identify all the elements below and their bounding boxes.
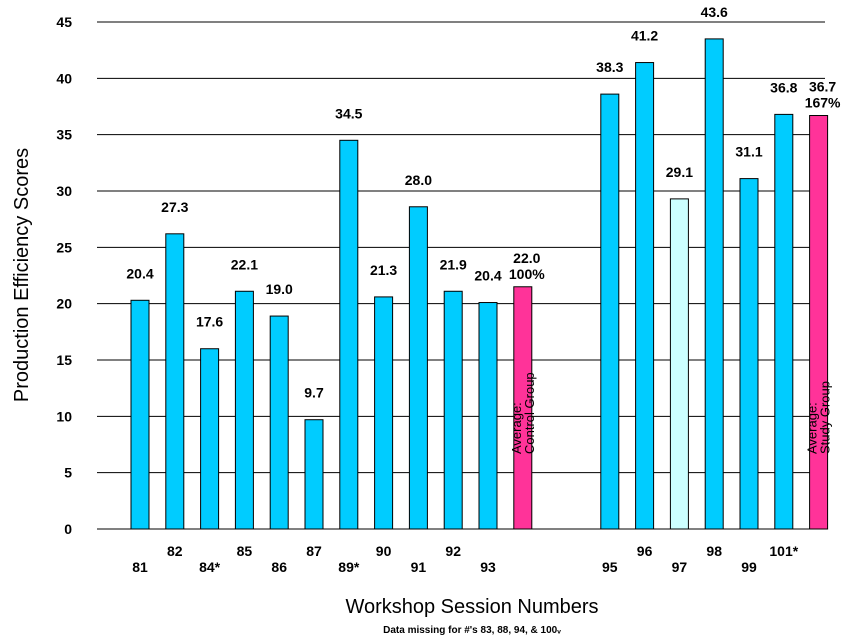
y-tick-label: 25 bbox=[56, 239, 72, 255]
data-label-percent: 167% bbox=[805, 95, 841, 111]
x-tick-label: 90 bbox=[376, 543, 392, 559]
x-tick-label: 99 bbox=[741, 559, 757, 575]
data-label: 31.1 bbox=[735, 144, 762, 160]
average-bar-label-line: Control Group bbox=[522, 372, 537, 454]
bar bbox=[269, 315, 289, 530]
data-label: 22.1 bbox=[231, 256, 258, 272]
y-tick-label: 35 bbox=[56, 127, 72, 143]
x-tick-label: 85 bbox=[237, 543, 253, 559]
bar bbox=[774, 113, 794, 530]
bar bbox=[165, 233, 185, 530]
x-tick-label: 84* bbox=[199, 559, 221, 575]
value-labels: 20.4 27.3 17.6 22.1 19.0 9.7 34.5 21.3 28.0 21.9 2… bbox=[126, 4, 841, 454]
y-tick-label: 15 bbox=[56, 352, 72, 368]
data-label: 21.9 bbox=[440, 256, 467, 272]
bar bbox=[669, 198, 689, 530]
data-label: 19.0 bbox=[266, 281, 293, 297]
bar bbox=[130, 299, 150, 530]
average-bar-label-line: Average: bbox=[805, 402, 820, 454]
x-axis-title: Workshop Session Numbers bbox=[345, 596, 598, 618]
bar bbox=[408, 206, 428, 530]
x-tick-label: 89* bbox=[338, 559, 360, 575]
x-tick-label: 81 bbox=[132, 559, 148, 575]
bar bbox=[374, 296, 394, 530]
x-tick-label: 91 bbox=[411, 559, 427, 575]
data-label: 41.2 bbox=[631, 28, 658, 44]
data-label: 38.3 bbox=[596, 59, 623, 75]
bar bbox=[739, 178, 759, 530]
bar bbox=[635, 62, 655, 530]
data-label: 27.3 bbox=[161, 199, 188, 215]
data-label: 43.6 bbox=[701, 4, 728, 20]
data-label: 36.7 bbox=[809, 79, 836, 95]
y-tick-label: 0 bbox=[64, 521, 72, 537]
data-label: 34.5 bbox=[335, 105, 362, 121]
x-tick-label: 92 bbox=[445, 543, 461, 559]
y-tick-label: 20 bbox=[56, 296, 72, 312]
y-tick-label: 30 bbox=[56, 183, 72, 199]
y-tick-label: 10 bbox=[56, 408, 72, 424]
footnote: Data missing for #'s 83, 88, 94, & 100ᵥ bbox=[383, 625, 561, 636]
bar bbox=[234, 290, 254, 530]
data-label: 20.4 bbox=[474, 268, 501, 284]
bars bbox=[130, 38, 829, 530]
data-label: 22.0 bbox=[513, 250, 540, 266]
average-bar-label: Average:Study Group bbox=[805, 381, 833, 454]
y-tick-label: 40 bbox=[56, 70, 72, 86]
average-bar-label-line: Average: bbox=[509, 402, 524, 454]
data-label: 17.6 bbox=[196, 314, 223, 330]
x-tick-label: 82 bbox=[167, 543, 183, 559]
x-tick-label: 96 bbox=[637, 543, 653, 559]
bar bbox=[339, 139, 359, 530]
x-tick-label: 97 bbox=[672, 559, 688, 575]
data-label: 29.1 bbox=[666, 164, 693, 180]
bar bbox=[304, 419, 324, 530]
average-bar bbox=[809, 115, 829, 530]
data-label: 21.3 bbox=[370, 262, 397, 278]
x-tick-label: 101* bbox=[769, 543, 798, 559]
y-axis-ticks: 0 5 10 15 20 25 30 35 40 45 bbox=[56, 14, 72, 537]
bar bbox=[704, 38, 724, 530]
x-tick-label: 95 bbox=[602, 559, 618, 575]
data-label: 36.8 bbox=[770, 79, 797, 95]
average-bar-label: Average:Control Group bbox=[509, 372, 537, 454]
bar bbox=[200, 348, 220, 530]
x-tick-label: 86 bbox=[271, 559, 287, 575]
y-tick-label: 45 bbox=[56, 14, 72, 30]
data-label: 28.0 bbox=[405, 172, 432, 188]
y-axis-title: Production Efficiency Scores bbox=[11, 148, 33, 402]
x-tick-label: 87 bbox=[306, 543, 322, 559]
x-axis-ticks: 81 82 84* 85 86 87 89* 90 91 92 93 95 96 97 98 99 101* bbox=[132, 543, 799, 575]
data-label: 20.4 bbox=[126, 265, 153, 281]
bar bbox=[478, 302, 498, 530]
bar bbox=[600, 93, 620, 530]
bar bbox=[443, 290, 463, 530]
average-bar-label-line: Study Group bbox=[818, 381, 833, 454]
x-tick-label: 98 bbox=[706, 543, 722, 559]
x-tick-label: 93 bbox=[480, 559, 496, 575]
data-label-percent: 100% bbox=[509, 266, 545, 282]
y-tick-label: 5 bbox=[64, 465, 72, 481]
data-label: 9.7 bbox=[304, 385, 324, 401]
